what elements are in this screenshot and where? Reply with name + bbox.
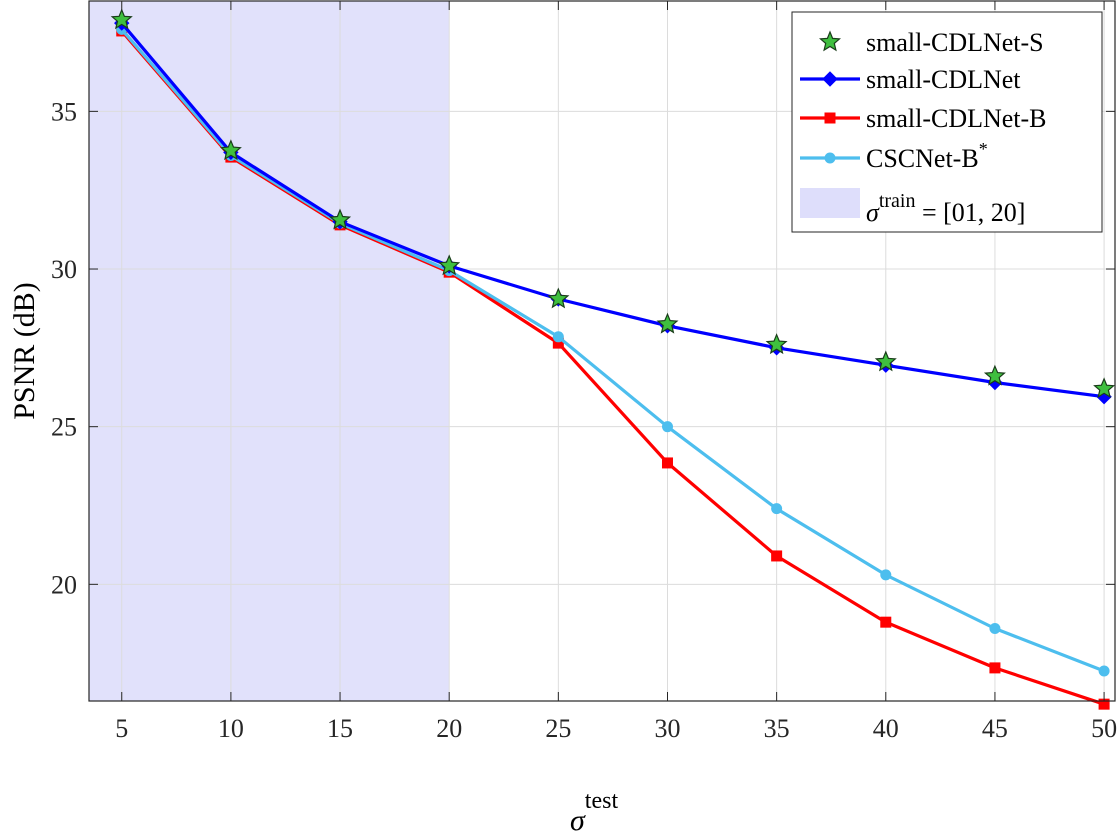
axis-ticks: 5 10 15 20 25 30 35 40 45 50 20 25 30 35	[51, 1, 1117, 743]
x-tick-label-15: 15	[327, 714, 353, 743]
data-point-small-cdlnet-s-25	[547, 287, 570, 309]
x-tick-label-10: 10	[218, 714, 244, 743]
data-point-cscnet-b-45	[989, 622, 1001, 634]
legend-label-small-cdlnet-s: small-CDLNet-S	[866, 28, 1044, 57]
series-small-cdlnet-s	[110, 8, 1116, 399]
data-point-small-cdlnet-s-15	[328, 208, 352, 230]
data-point-cscnet-b-40	[880, 569, 892, 581]
data-point-small-cdlnet-s-40	[874, 350, 897, 372]
x-axis-label: σtest	[570, 788, 618, 837]
data-point-small-cdlnet-b-40	[880, 616, 892, 628]
x-tick-label-40: 40	[873, 714, 899, 743]
data-point-small-cdlnet-s-10	[219, 139, 242, 161]
data-point-small-cdlnet-s-35	[765, 333, 788, 355]
y-tick-label-20: 20	[51, 570, 77, 599]
data-point-small-cdlnet-b-35	[771, 550, 783, 562]
data-point-small-cdlnet-b-30	[661, 457, 673, 469]
data-point-cscnet-b-30	[661, 421, 673, 433]
series-line-cscnet-b	[120, 28, 1105, 673]
data-point-small-cdlnet-s-45	[983, 364, 1006, 386]
x-tick-label-45: 45	[982, 714, 1008, 743]
x-tick-label-35: 35	[764, 714, 790, 743]
data-point-cscnet-b-25	[552, 331, 564, 343]
legend-label-cscnet-b: CSCNet-B*	[866, 139, 988, 173]
legend-region-rest: = [01, 20]	[915, 198, 1025, 227]
x-tick-label-50: 50	[1091, 714, 1117, 743]
data-point-small-cdlnet-s-20	[438, 254, 461, 276]
legend-label-small-cdlnet: small-CDLNet	[866, 65, 1021, 94]
legend: small-CDLNet-S small-CDLNet small-CDLNet-B…	[791, 11, 1103, 233]
legend-marker-small-cdlnet-s	[819, 30, 841, 52]
data-point-small-cdlnet-b-45	[989, 662, 1001, 674]
data-point-small-cdlnet-s-5	[110, 8, 133, 30]
data-point-small-cdlnet-s-50	[1093, 377, 1116, 399]
legend-label-small-cdlnet-b: small-CDLNet-B	[866, 104, 1047, 133]
legend-marker-small-cdlnet	[822, 71, 838, 87]
x-tick-label-25: 25	[545, 714, 571, 743]
legend-label-superscript-cscnet-b: *	[979, 139, 988, 159]
x-axis-label-superscript: test	[585, 788, 619, 814]
x-tick-label-30: 30	[654, 714, 680, 743]
legend-marker-cscnet-b	[824, 152, 836, 164]
series-group	[110, 8, 1116, 710]
legend-region-symbol: σ	[866, 198, 880, 227]
training-range-shading	[89, 1, 450, 701]
data-point-small-cdlnet-b-25	[552, 337, 564, 349]
legend-label-region: σtrain = [01, 20]	[866, 190, 1025, 227]
plot-area-border	[88, 0, 1116, 702]
y-tick-label-25: 25	[51, 413, 77, 442]
legend-marker-small-cdlnet-b	[824, 112, 836, 124]
x-tick-label-20: 20	[436, 714, 462, 743]
series-line-small-cdlnet	[120, 22, 1105, 399]
legend-region-superscript: train	[879, 190, 916, 212]
legend-swatch-training-range	[800, 188, 860, 218]
y-axis-label: PSNR (dB)	[8, 282, 41, 420]
data-point-small-cdlnet-b-50	[1098, 698, 1110, 710]
data-point-cscnet-b-50	[1098, 665, 1110, 677]
y-tick-label-35: 35	[51, 97, 77, 126]
x-axis-label-symbol: σ	[570, 804, 586, 837]
y-tick-label-30: 30	[51, 255, 77, 284]
data-point-cscnet-b-35	[771, 503, 783, 515]
data-point-small-cdlnet-s-30	[656, 312, 679, 334]
x-tick-label-5: 5	[115, 714, 128, 743]
